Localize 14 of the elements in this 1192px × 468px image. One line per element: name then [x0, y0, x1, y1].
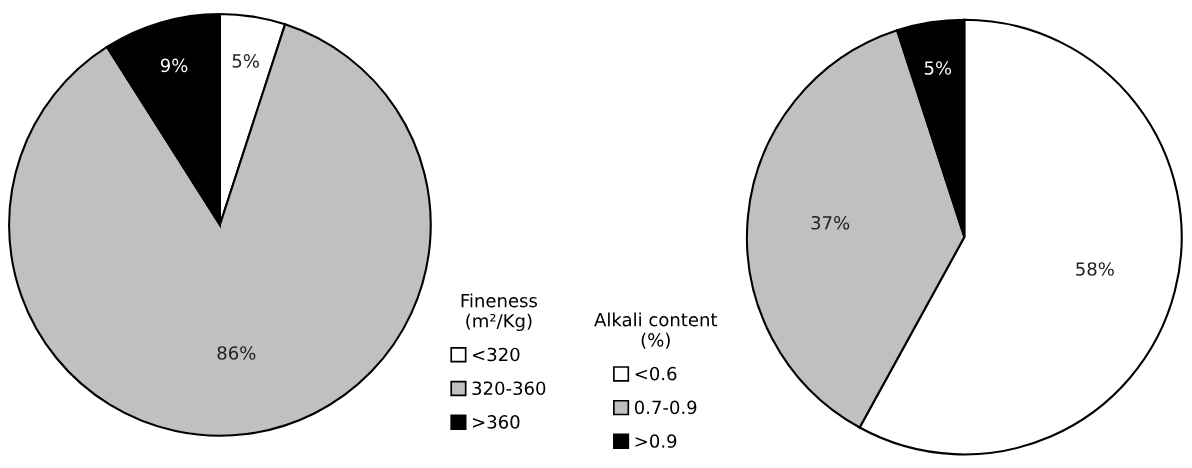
legend-label: 320-360	[472, 381, 546, 396]
legend-label: >0.9	[635, 434, 677, 448]
data-label: 9%	[160, 58, 188, 73]
data-label: 58%	[1076, 262, 1114, 276]
legend-label: <0.6	[635, 366, 677, 381]
legend-label: 0.7-0.9	[634, 400, 697, 415]
legend-title: Fineness (m²/Kg)	[461, 293, 537, 332]
data-label: 5%	[232, 54, 259, 68]
data-label: 86%	[217, 346, 256, 360]
legend-label: <320	[472, 347, 520, 362]
data-label: 37%	[811, 215, 850, 230]
legend-title: Alkali content (%)	[594, 312, 718, 349]
legend-label: >360	[472, 415, 520, 429]
data-label: 5%	[924, 61, 952, 75]
